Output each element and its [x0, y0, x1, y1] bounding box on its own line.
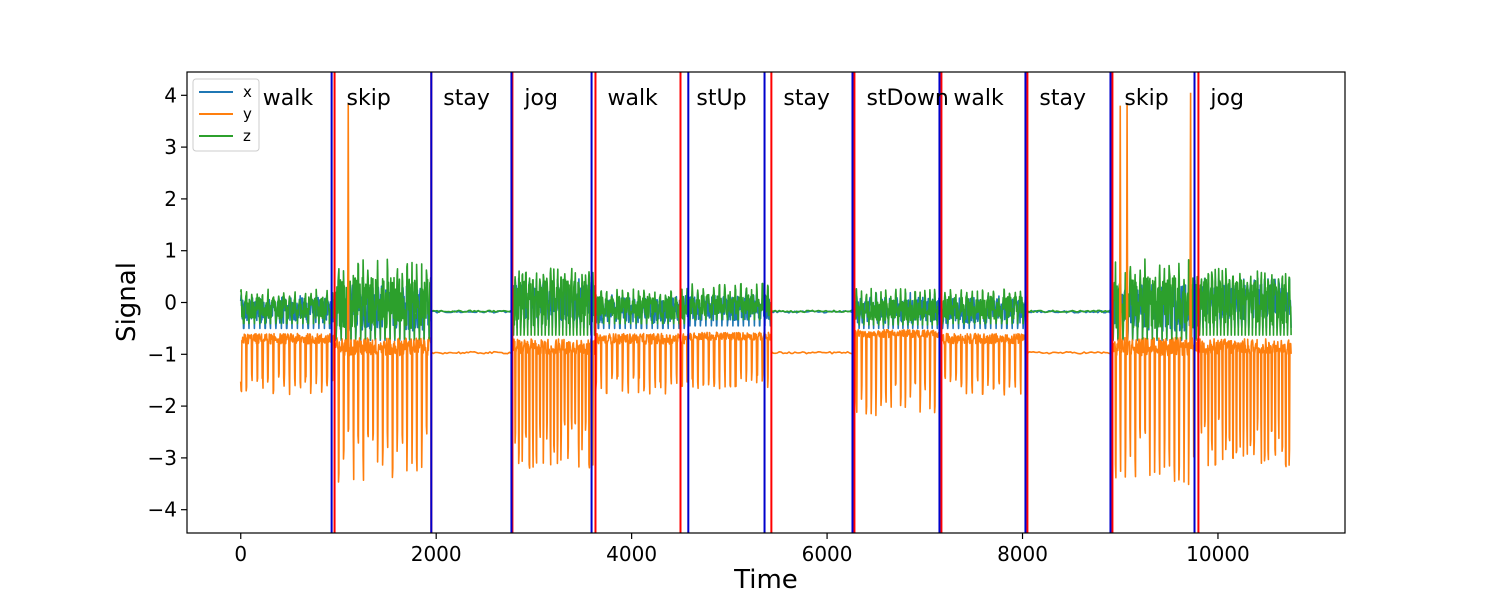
activity-label: skip: [1124, 86, 1168, 111]
y-axis-title: Signal: [112, 262, 142, 342]
x-axis-title: Time: [733, 565, 798, 595]
activity-label-layer: walk skip stay jog walk stUp stay stDown walk sta…: [263, 86, 1244, 111]
activity-label: stUp: [696, 86, 746, 111]
y-tick-label: 1: [164, 239, 177, 263]
x-tick-label: 0: [234, 542, 247, 566]
y-tick-label: 3: [164, 135, 177, 159]
activity-label: stay: [783, 86, 830, 111]
series-y-spike: [1118, 105, 1122, 350]
activity-label: walk: [953, 86, 1004, 111]
series-layer: [239, 92, 1292, 486]
activity-label: skip: [347, 86, 391, 111]
y-tick-label: 2: [164, 187, 177, 211]
x-tick-label: 10000: [1186, 542, 1250, 566]
series-line-y: [239, 328, 1292, 486]
activity-label: walk: [607, 86, 658, 111]
y-tick-label: 4: [164, 83, 177, 107]
y-tick-label: 0: [164, 291, 177, 315]
activity-label: jog: [1209, 86, 1244, 111]
y-tick-label: −4: [148, 498, 177, 522]
legend-label-x: x: [243, 83, 252, 101]
y-tick-label: −3: [148, 446, 177, 470]
legend: x y z: [192, 78, 260, 152]
legend-label-z: z: [243, 127, 251, 145]
activity-label: stay: [1039, 86, 1086, 111]
tick-layer: 0 2000 4000 6000 8000 10000 4 3 2 1 0 −1 −2 −3 −4: [148, 83, 1250, 566]
series-y-spike: [346, 103, 350, 350]
y-tick-label: −1: [148, 342, 177, 366]
activity-label: walk: [263, 86, 314, 111]
y-tick-label: −2: [148, 394, 177, 418]
series-line-z: [239, 258, 1292, 340]
legend-label-y: y: [243, 105, 252, 123]
boundary-layer: [330, 72, 1200, 533]
x-tick-label: 6000: [802, 542, 853, 566]
activity-label: stay: [443, 86, 490, 111]
x-tick-label: 4000: [606, 542, 657, 566]
activity-label: stDown: [866, 86, 948, 111]
series-y-spike: [1189, 92, 1192, 350]
series-y-spike: [1125, 103, 1129, 350]
x-tick-label: 8000: [997, 542, 1048, 566]
activity-label: jog: [523, 86, 558, 111]
x-tick-label: 2000: [411, 542, 462, 566]
